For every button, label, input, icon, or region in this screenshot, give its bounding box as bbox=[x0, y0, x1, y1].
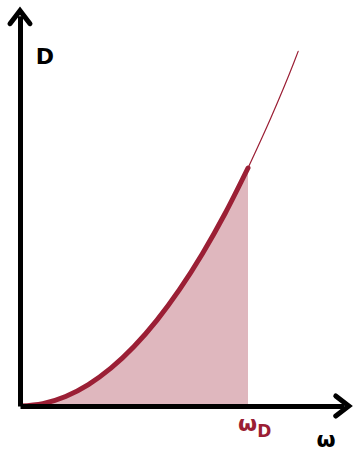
y-axis bbox=[20, 16, 21, 406]
plot-area bbox=[20, 51, 298, 406]
axis-line bbox=[21, 404, 345, 409]
area-fill bbox=[20, 168, 248, 406]
y-axis-title: D bbox=[36, 44, 54, 69]
y-arrow bbox=[10, 11, 30, 24]
annotation-subscript: D bbox=[257, 421, 271, 441]
annotation-text: ω bbox=[238, 411, 257, 436]
x-axis bbox=[21, 406, 345, 407]
x-arrow bbox=[336, 396, 349, 416]
chart: DωωD bbox=[0, 0, 358, 459]
annotation: ωD bbox=[238, 411, 271, 441]
axis-line bbox=[18, 16, 23, 406]
curve bbox=[248, 51, 298, 168]
x-axis-title: ω bbox=[316, 427, 335, 452]
curve bbox=[20, 168, 248, 406]
